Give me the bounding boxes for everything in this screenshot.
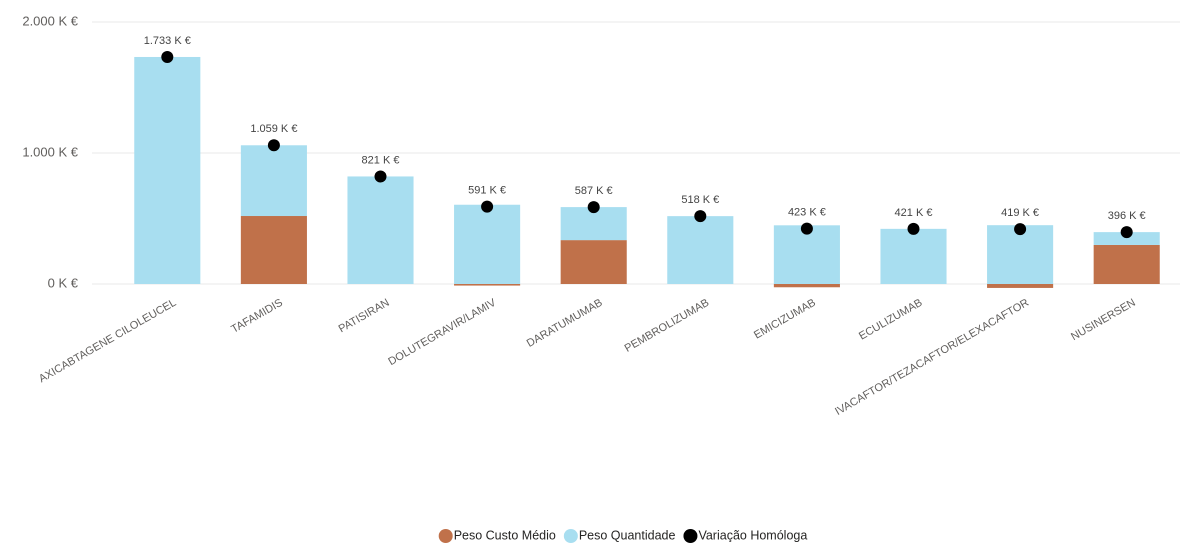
bar-segment xyxy=(454,204,521,284)
bar-segment xyxy=(773,225,840,284)
data-label: 587 K € xyxy=(575,185,613,197)
data-label: 421 K € xyxy=(895,207,933,219)
dot xyxy=(374,170,387,183)
bar-segment xyxy=(240,216,307,284)
bar-segment xyxy=(134,56,201,284)
dot xyxy=(267,139,280,152)
bar-segment xyxy=(560,240,627,284)
dot xyxy=(694,210,707,223)
x-tick-label: IVACAFTOR/TEZACAFTOR/ELEXACAFTOR xyxy=(833,297,1031,418)
bar-segment xyxy=(880,228,947,284)
bar-segment xyxy=(987,284,1054,288)
x-tick-label: NUSINERSEN xyxy=(1069,297,1138,343)
dot xyxy=(800,222,813,235)
data-label: 1.059 K € xyxy=(250,123,297,135)
data-label: 419 K € xyxy=(1001,207,1039,219)
bar-segment xyxy=(773,284,840,288)
x-tick-label: DARATUMUMAB xyxy=(525,297,605,350)
dot xyxy=(161,50,174,63)
dot xyxy=(481,200,494,213)
legend: Peso Custo Médio Peso Quantidade Variação … xyxy=(438,528,807,543)
bar-segment xyxy=(454,284,521,286)
legend-swatch xyxy=(438,529,453,543)
dot xyxy=(907,222,920,235)
x-tick-label: TAFAMIDIS xyxy=(229,297,285,336)
bar-segment xyxy=(1093,244,1160,284)
data-label: 423 K € xyxy=(788,206,826,218)
bar-segment xyxy=(1093,232,1160,245)
x-tick-label: AXICABTAGENE CILOLEUCEL xyxy=(37,297,178,386)
dot xyxy=(1014,223,1027,236)
legend-swatch xyxy=(683,529,698,543)
legend-swatch xyxy=(563,529,578,543)
x-tick-label: ECULIZUMAB xyxy=(857,297,924,343)
bar-segment xyxy=(240,145,307,217)
dot xyxy=(587,201,600,214)
data-label: 518 K € xyxy=(681,194,719,206)
bar-segment xyxy=(667,216,734,284)
y-tick-label: 0 K € xyxy=(48,275,79,290)
x-tick-label: DOLUTEGRAVIR/LAMIV xyxy=(386,296,498,368)
x-tick-label: EMICIZUMAB xyxy=(752,297,818,342)
x-tick-label: PEMBROLIZUMAB xyxy=(623,297,712,355)
dot xyxy=(1120,226,1133,239)
x-tick-label: PATISIRAN xyxy=(337,297,392,336)
bar-segment xyxy=(347,176,414,284)
legend-label: Peso Custo Médio xyxy=(454,528,556,542)
legend-label: Peso Quantidade xyxy=(579,528,676,542)
data-label: 821 K € xyxy=(362,154,400,166)
data-label: 591 K € xyxy=(468,184,506,196)
legend-label: Variação Homóloga xyxy=(698,528,807,542)
y-tick-label: 1.000 K € xyxy=(22,144,78,159)
data-label: 1.733 K € xyxy=(144,35,191,47)
data-label: 396 K € xyxy=(1108,210,1146,222)
y-tick-label: 2.000 K € xyxy=(22,13,78,28)
